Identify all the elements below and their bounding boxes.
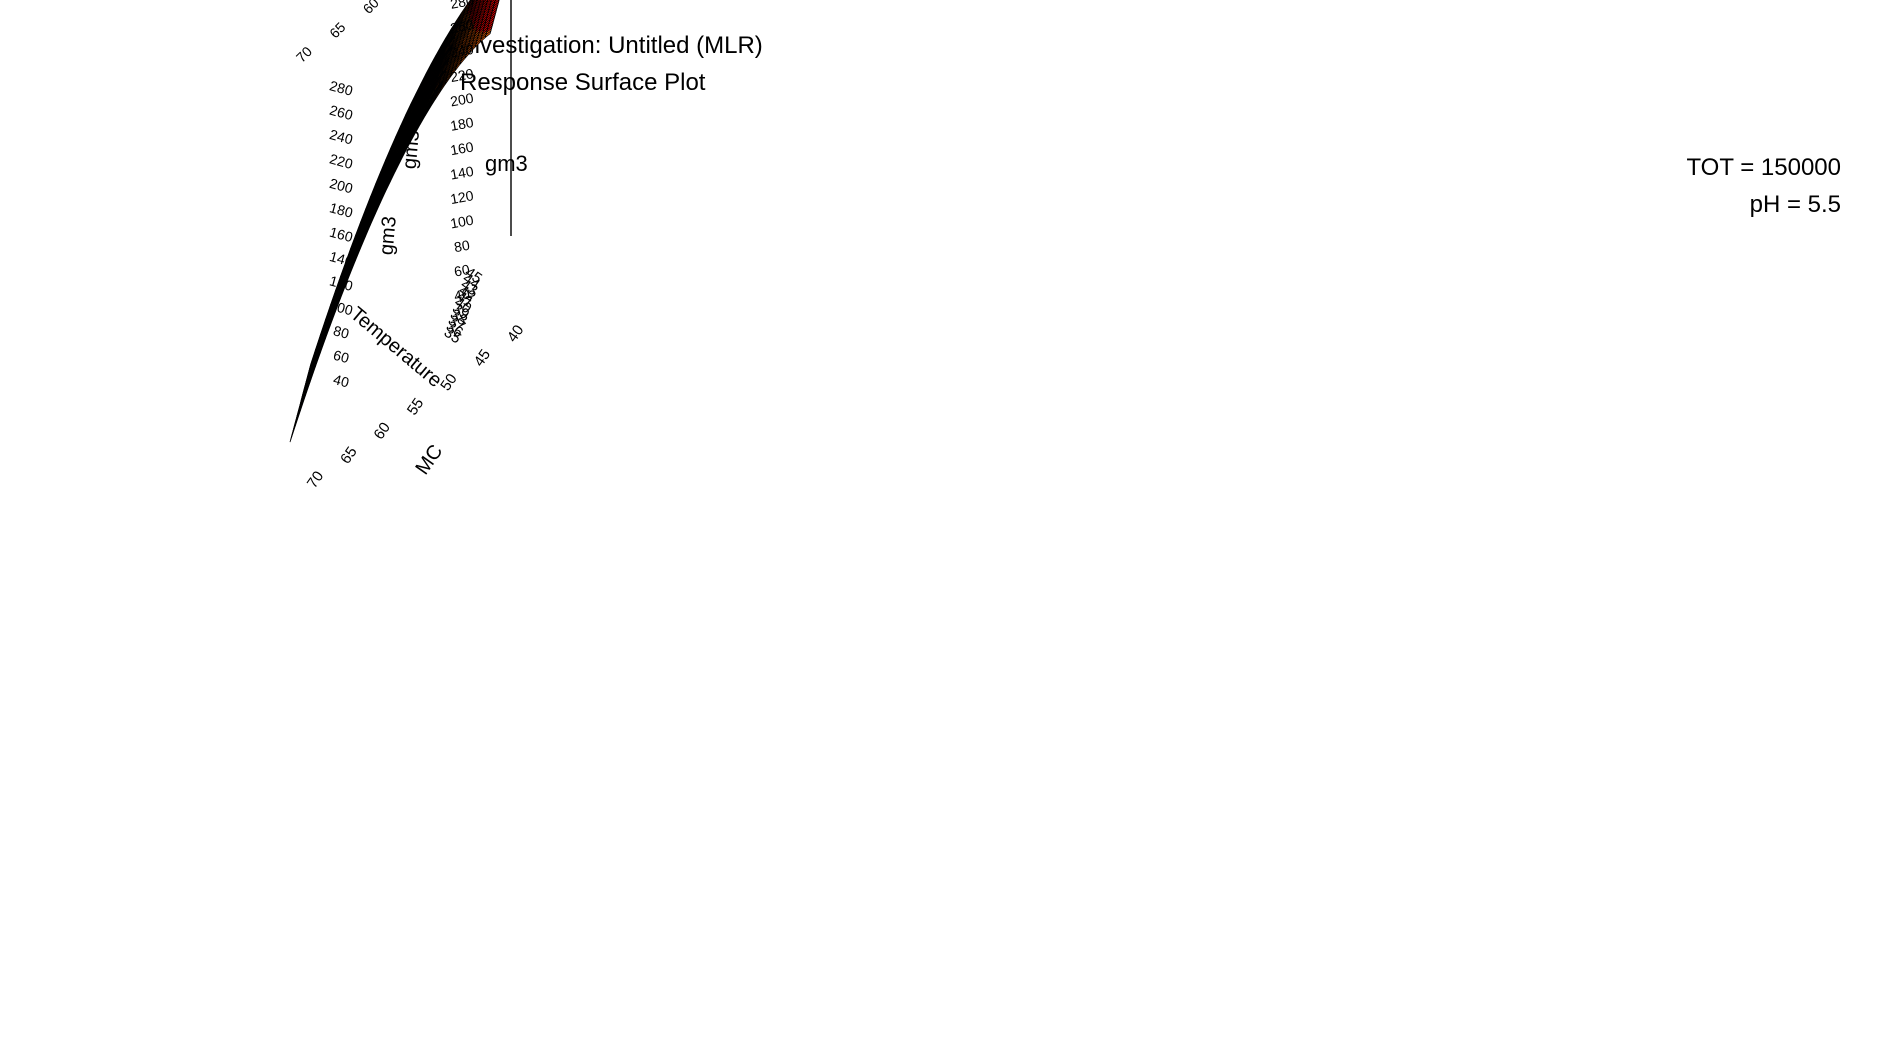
tick-label-gm3-right: 180 — [328, 199, 355, 221]
axis-frame — [510, 0, 512, 236]
tick-label-gm3-right: 260 — [328, 102, 355, 124]
surface-patch — [289, 424, 297, 443]
tick-label-gm3-right: 80 — [332, 322, 351, 342]
tick-label-gm3-right: 220 — [328, 150, 355, 172]
tick-label-gm3-left: 60 — [453, 261, 471, 279]
response-name-label: gm3 — [485, 151, 528, 176]
axis-title-temperature-front: Temperature — [346, 303, 446, 392]
axis-ticks: 3536373839404142434445404550556065704060… — [293, 0, 528, 492]
plot-type-title: Response Surface Plot — [460, 69, 706, 96]
tick-label-mc-front: 60 — [371, 419, 394, 442]
tick-label-mc-front: 65 — [337, 444, 360, 467]
tick-label-temperature-front: 35 — [441, 324, 464, 347]
axis-title-gm3-left: gm3 — [399, 129, 424, 170]
tick-label-gm3-right: 200 — [328, 175, 355, 197]
tick-label-gm3-left: 220 — [449, 65, 475, 85]
condition-ph: pH = 5.5 — [1749, 191, 1841, 218]
tick-label-mc-back: 70 — [293, 43, 315, 65]
tick-label-mc-back: 60 — [360, 0, 382, 17]
surface-mesh — [289, 0, 500, 443]
tick-label-gm3-left: 180 — [449, 114, 475, 134]
tick-label-gm3-right: 280 — [328, 77, 355, 99]
tick-label-temperature-front: 45 — [462, 264, 485, 287]
tick-label-gm3-left: 160 — [449, 138, 475, 158]
tick-label-gm3-right: 120 — [328, 272, 355, 294]
tick-label-gm3-left: 200 — [449, 90, 475, 110]
tick-label-temperature-front: 39 — [449, 300, 472, 323]
tick-label-gm3-left: 120 — [449, 187, 475, 207]
tick-label-gm3-left: 240 — [449, 41, 475, 61]
axis-title-mc-front: MC — [412, 441, 448, 479]
tick-label-mc-front: 40 — [504, 322, 527, 345]
tick-label-mc-back: 65 — [326, 19, 348, 41]
tick-label-temperature-front: 44 — [460, 270, 483, 293]
tick-label-temperature-front: 40 — [451, 294, 474, 317]
tick-label-gm3-right: 40 — [332, 371, 351, 391]
tick-label-gm3-left: 80 — [453, 237, 471, 255]
tick-label-mc-front: 55 — [404, 395, 427, 418]
tick-label-gm3-left: 40 — [453, 285, 471, 303]
tick-label-gm3-right: 140 — [328, 248, 355, 270]
tick-label-gm3-right: 100 — [328, 297, 355, 319]
tick-label-temperature-front: 41 — [453, 288, 476, 311]
tick-label-temperature-front: 43 — [457, 276, 480, 299]
tick-label-mc-front: 45 — [471, 346, 494, 369]
tick-label-gm3-left: 280 — [449, 0, 475, 12]
tick-label-temperature-front: 37 — [445, 312, 468, 335]
tick-label-gm3-left: 140 — [449, 163, 475, 183]
tick-label-gm3-left: 260 — [449, 16, 475, 36]
tick-label-gm3-right: 240 — [328, 126, 355, 148]
tick-label-gm3-right: 160 — [328, 224, 355, 246]
tick-label-temperature-front: 38 — [447, 306, 470, 329]
tick-label-mc-front: 50 — [437, 371, 460, 394]
tick-label-temperature-front: 42 — [455, 282, 478, 305]
axis-title-gm3-right: gm3 — [376, 215, 401, 256]
tick-label-mc-front: 70 — [304, 468, 327, 491]
tick-label-gm3-right: 60 — [332, 347, 351, 367]
tick-label-gm3-left: 100 — [449, 212, 475, 232]
condition-tot: TOT = 150000 — [1686, 154, 1841, 181]
tick-label-temperature-front: 36 — [443, 318, 466, 341]
